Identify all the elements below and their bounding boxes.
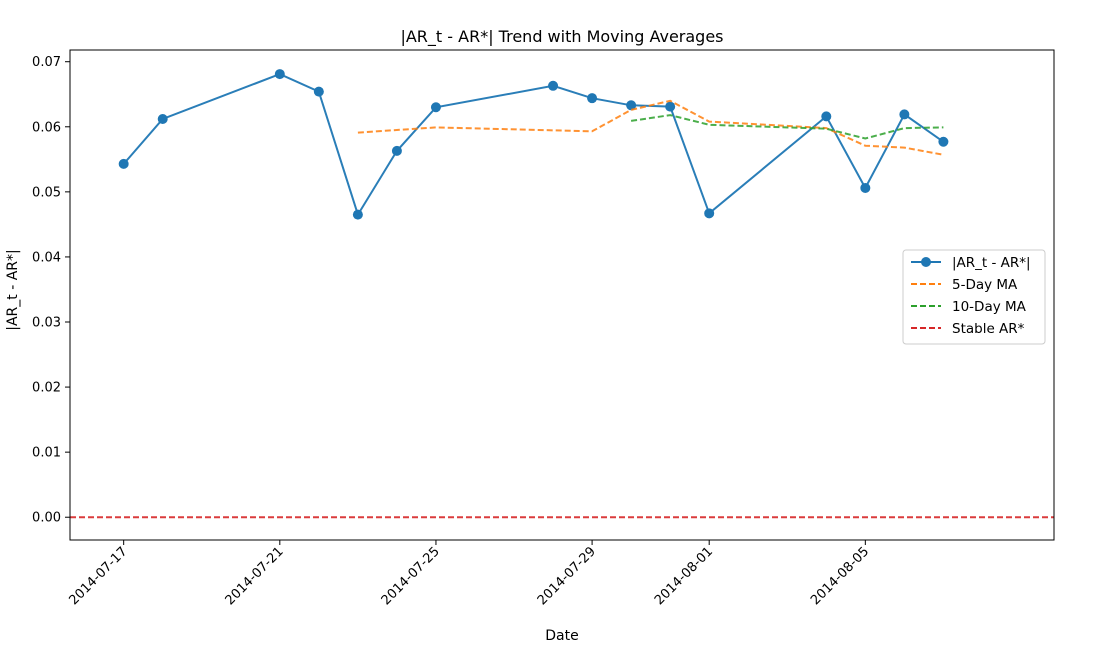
legend-entry: 10-Day MA	[911, 299, 1027, 315]
plot-frame	[69, 49, 1055, 541]
data-point	[274, 69, 285, 80]
data-point	[899, 109, 910, 120]
plot-area	[70, 69, 1054, 519]
x-tick-label: 2014-07-21	[223, 544, 287, 608]
x-tick-label: 2014-07-29	[535, 544, 599, 608]
data-point	[587, 93, 598, 104]
x-tick-label: 2014-08-05	[808, 544, 872, 608]
chart-title: |AR_t - AR*| Trend with Moving Averages	[400, 27, 723, 47]
y-tick-label: 0.02	[32, 381, 61, 396]
data-point	[118, 158, 129, 169]
y-axis-title: |AR_t - AR*|	[5, 249, 21, 330]
legend-entry: |AR_t - AR*|	[911, 255, 1031, 271]
x-tick-label: 2014-07-25	[379, 544, 443, 608]
series-line-10-day-ma	[630, 114, 944, 140]
legend-entry: Stable AR*	[911, 321, 1025, 337]
axes: 0.00 0.01 0.02 0.03 0.04 0.05 0.06 0.07 2014-07-…	[32, 49, 1055, 608]
data-point	[430, 102, 441, 113]
y-tick-label: 0.04	[32, 250, 61, 265]
data-point	[626, 100, 637, 111]
legend: |AR_t - AR*| 5-Day MA 10-Day MA Stable AR*	[902, 249, 1046, 345]
data-point	[313, 86, 324, 97]
legend-label: Stable AR*	[952, 321, 1025, 337]
y-tick-label: 0.05	[32, 185, 61, 200]
x-tick-label: 2014-07-17	[66, 544, 130, 608]
y-tick-label: 0.01	[32, 446, 61, 461]
data-point	[704, 208, 715, 219]
data-point	[352, 209, 363, 220]
legend-label: 5-Day MA	[952, 277, 1018, 293]
data-point	[938, 136, 949, 147]
data-point	[821, 111, 832, 122]
y-tick-label: 0.06	[32, 120, 61, 135]
data-point	[548, 80, 559, 91]
legend-entry: 5-Day MA	[911, 277, 1018, 293]
data-point	[391, 145, 402, 156]
y-tick-label: 0.00	[32, 511, 61, 526]
legend-box	[902, 249, 1046, 345]
x-tick-label: 2014-08-01	[652, 544, 716, 608]
series-line-5-day-ma	[357, 99, 944, 156]
legend-marker	[921, 257, 931, 267]
data-point	[860, 182, 871, 193]
legend-label: |AR_t - AR*|	[952, 255, 1031, 271]
y-tick-label: 0.07	[32, 55, 61, 70]
data-point	[157, 113, 168, 124]
data-point	[665, 101, 676, 112]
y-tick-label: 0.03	[32, 316, 61, 331]
x-axis-title: Date	[545, 628, 578, 644]
series-line-ar-t-ar	[122, 73, 944, 217]
legend-label: 10-Day MA	[952, 299, 1027, 315]
